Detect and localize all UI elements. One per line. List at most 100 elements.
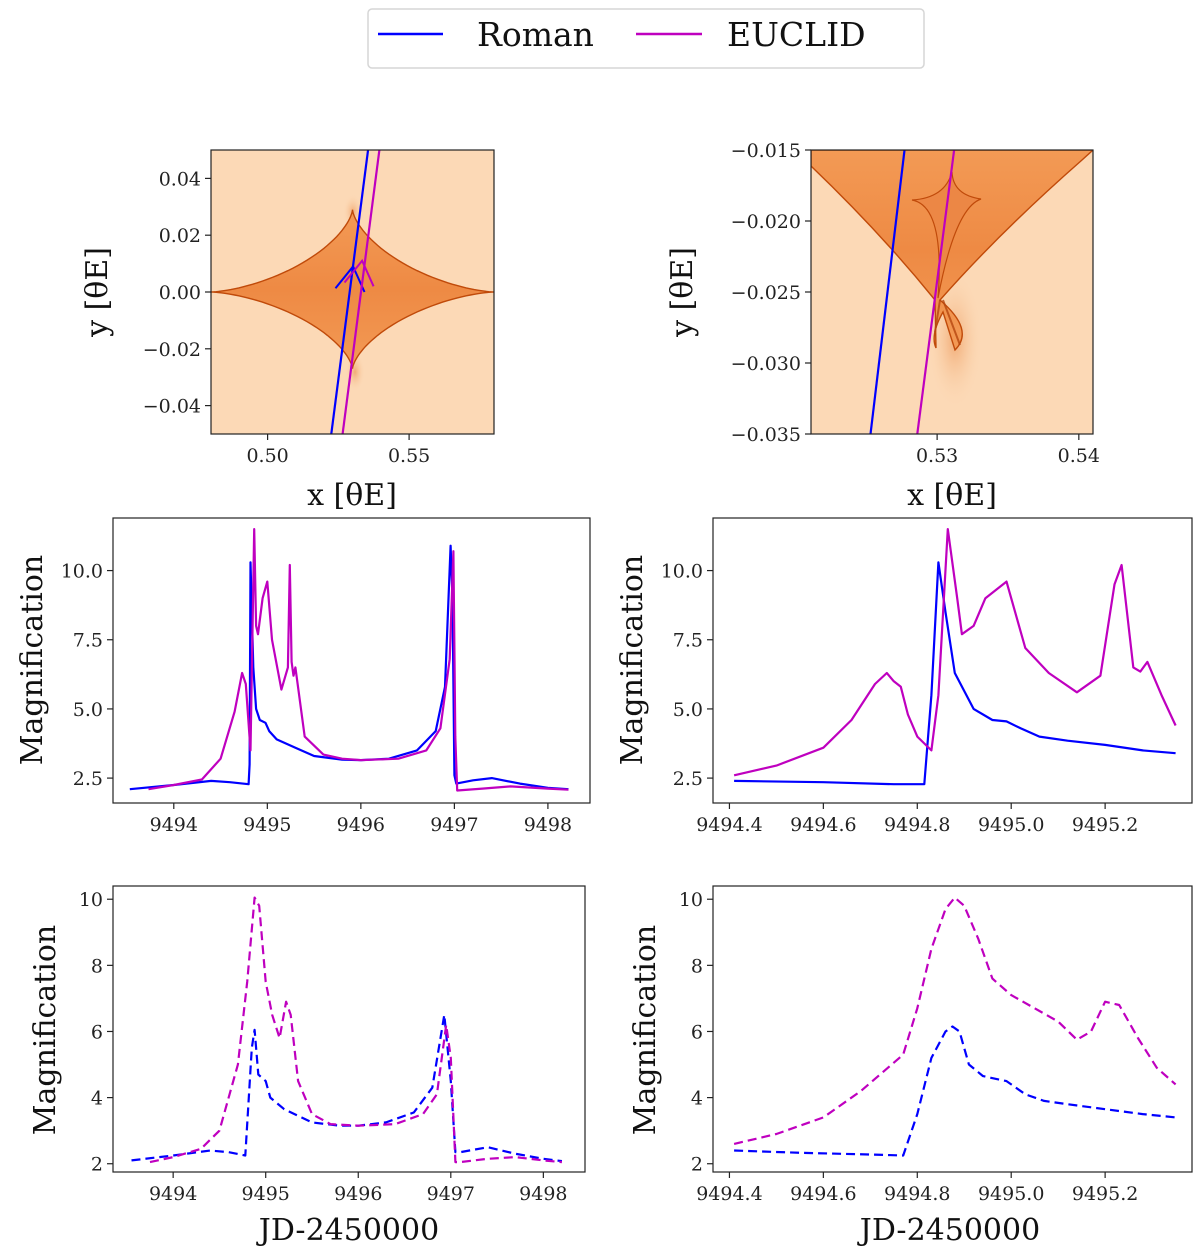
x-tick-label: 9494.8 [884,814,950,836]
trajectories [869,150,956,434]
y-tick-label: 6 [91,1021,103,1043]
panel-lightcurve-full: 9494 9495 9496 9497 9498 2.5 5.0 7.5 10.0 Magnif… [15,517,591,836]
legend-frame [367,8,925,69]
x-tick-label: 9495 [242,1183,290,1205]
caustic-map [811,150,1093,434]
caustic-astroid [211,209,494,369]
y-tick-label: 10 [79,889,103,911]
y-tick-label: 2.5 [73,768,103,790]
x-axis-label: JD-2450000 [857,1213,1040,1248]
x-tick-label: 9494 [150,814,198,836]
y-tick-label: 6 [691,1021,703,1043]
y-tick-label: 4 [691,1088,703,1110]
x-tick-label: 9497 [430,814,478,836]
x-tick-label: 9494.8 [884,1183,950,1205]
y-tick-label: 5.0 [73,699,103,721]
panel-caustic-wide: 0.50 0.55 0.04 0.02 0.00 −0.02 −0.04 x [θE] y … [80,149,495,513]
x-tick-label: 0.50 [246,445,288,467]
y-tick-label: 2.5 [673,768,703,790]
caustic-map [211,150,494,434]
series-line-roman [734,561,1176,786]
caustic-small-astroid [911,171,982,299]
x-axis-label: x [θE] [307,478,397,513]
y-axis-label: Magnification [628,925,663,1135]
series-line-euclid [733,896,1177,1145]
series-line-roman [734,1025,1176,1157]
y-tick-label: 2 [691,1154,703,1176]
series-lines [733,528,1177,786]
x-tick-label: 9497 [427,1183,475,1205]
y-tick-label: 7.5 [673,630,703,652]
legend: Roman EUCLID [367,8,925,69]
x-tick-label: 9494.4 [696,1183,762,1205]
y-axis-label: y [θE] [665,247,700,338]
y-tick-label: 10 [679,889,703,911]
x-tick-label: 9495.2 [1072,1183,1138,1205]
trajectory-euclid [341,150,381,434]
panel-lightcurve-zoom: 9494.4 9494.6 9494.8 9495.0 9495.2 2.5 5.0 7.5 1… [615,517,1193,836]
y-tick-label: −0.035 [731,424,801,446]
x-tick-label: 0.53 [916,445,958,467]
legend-label-roman: Roman [477,15,594,54]
x-tick-label: 0.55 [388,445,430,467]
y-tick-label: 0.04 [159,168,201,190]
axes-frame [112,885,586,1173]
x-tick-label: 0.54 [1058,445,1100,467]
axis-ticks: 0.53 0.54 −0.015 −0.020 −0.025 −0.030 −0.035 [731,140,1100,467]
series-line-euclid [733,528,1177,777]
x-tick-label: 9494.6 [790,814,856,836]
caustic-cusp-tail [934,299,961,346]
series-line-roman [129,544,569,791]
x-tick-label: 9495 [243,814,291,836]
panel-lightcurve-zoom-smoothed: 9494.4 9494.6 9494.8 9495.0 9495.2 2 4 6 8 10 JD-… [628,885,1193,1248]
series-lines [131,896,563,1164]
x-axis-label: x [θE] [907,478,997,513]
x-tick-label: 9496 [337,814,385,836]
x-tick-label: 9495.0 [978,1183,1044,1205]
series-line-euclid [148,528,569,792]
y-tick-label: 10.0 [661,561,703,583]
y-axis-label: Magnification [15,555,50,765]
legend-label-euclid: EUCLID [727,15,866,54]
x-tick-label: 9494.4 [696,814,762,836]
axes-frame [712,517,1193,804]
y-tick-label: 10.0 [61,561,103,583]
series-lines [733,896,1177,1157]
trajectories [330,150,381,434]
trajectory-roman [869,150,906,434]
y-tick-label: 4 [91,1088,103,1110]
y-tick-label: 0.02 [159,225,201,247]
y-tick-label: −0.04 [143,396,201,418]
y-tick-label: −0.015 [731,140,801,162]
axis-ticks: 9494.4 9494.6 9494.8 9495.0 9495.2 2.5 5.0 7.5 1… [661,561,1139,836]
y-tick-label: 5.0 [673,699,703,721]
panel-lightcurve-full-smoothed: 9494 9495 9496 9497 9498 2 4 6 8 10 JD-2450000 Ma… [28,885,586,1248]
y-axis-label: Magnification [28,925,63,1135]
y-tick-label: −0.02 [143,339,201,361]
y-tick-label: 0.00 [159,282,201,304]
y-axis-label: y [θE] [80,247,115,338]
x-tick-label: 9496 [334,1183,382,1205]
y-tick-label: −0.025 [731,282,801,304]
axes-frame [712,885,1193,1173]
x-tick-label: 9495.2 [1072,814,1138,836]
direction-arrow-euclid [343,258,375,287]
axis-ticks: 0.50 0.55 0.04 0.02 0.00 −0.02 −0.04 [143,168,430,467]
series-line-euclid [149,896,563,1164]
x-tick-label: 9494.6 [790,1183,856,1205]
y-tick-label: −0.030 [731,353,801,375]
y-tick-label: 8 [691,955,703,977]
axis-ticks: 9494 9495 9496 9497 9498 2.5 5.0 7.5 10.0 [61,561,572,836]
trajectory-euclid [916,150,956,434]
axis-ticks: 9494.4 9494.6 9494.8 9495.0 9495.2 2 4 6 8 10 [679,889,1139,1205]
y-tick-label: −0.020 [731,211,801,233]
x-axis-label: JD-2450000 [256,1213,439,1248]
axis-ticks: 9494 9495 9496 9497 9498 2 4 6 8 10 [79,889,568,1205]
y-tick-label: 2 [91,1154,103,1176]
y-axis-label: Magnification [615,555,650,765]
direction-arrow-roman [334,264,366,293]
x-tick-label: 9498 [524,814,572,836]
axes-frame [112,517,591,804]
x-tick-label: 9498 [519,1183,567,1205]
x-tick-label: 9494 [149,1183,197,1205]
